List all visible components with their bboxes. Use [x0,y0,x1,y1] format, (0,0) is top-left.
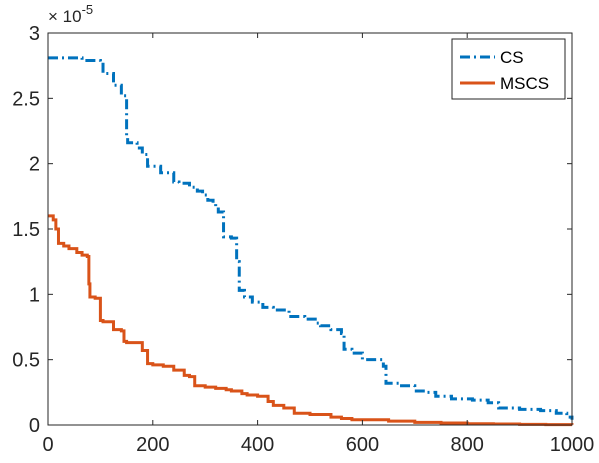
series-line-cs [48,56,574,420]
y-tick-label-0: 0 [29,415,40,437]
x-tick-label-800: 800 [451,434,484,456]
y-tick-labels: 0 0.5 1 1.5 2 2.5 3 [12,23,40,437]
legend-label-mscs: MSCS [500,74,549,93]
y-exponent-base: × 10 [48,7,82,26]
y-exponent-power: -5 [82,2,94,17]
y-tick-label-1: 1 [29,284,40,306]
y-tick-label-1.5: 1.5 [12,219,40,241]
y-tick-label-3: 3 [29,23,40,45]
x-tick-label-0: 0 [42,434,53,456]
series-line-mscs [48,214,574,427]
y-tick-label-0.5: 0.5 [12,350,40,372]
y-tick-label-2.5: 2.5 [12,88,40,110]
legend-box [451,38,566,100]
y-exponent-label: × 10-5 [48,2,93,26]
x-tick-labels: 0 200 400 600 800 1000 [42,434,594,456]
x-tick-label-200: 200 [136,434,169,456]
ticks-layer [47,32,573,426]
y-tick-label-2: 2 [29,154,40,176]
legend-label-cs: CS [500,48,524,67]
x-tick-label-600: 600 [346,434,379,456]
x-tick-label-400: 400 [241,434,274,456]
series-layer [48,56,574,427]
x-tick-label-1000: 1000 [550,434,595,456]
legend: CS MSCS [451,38,566,100]
